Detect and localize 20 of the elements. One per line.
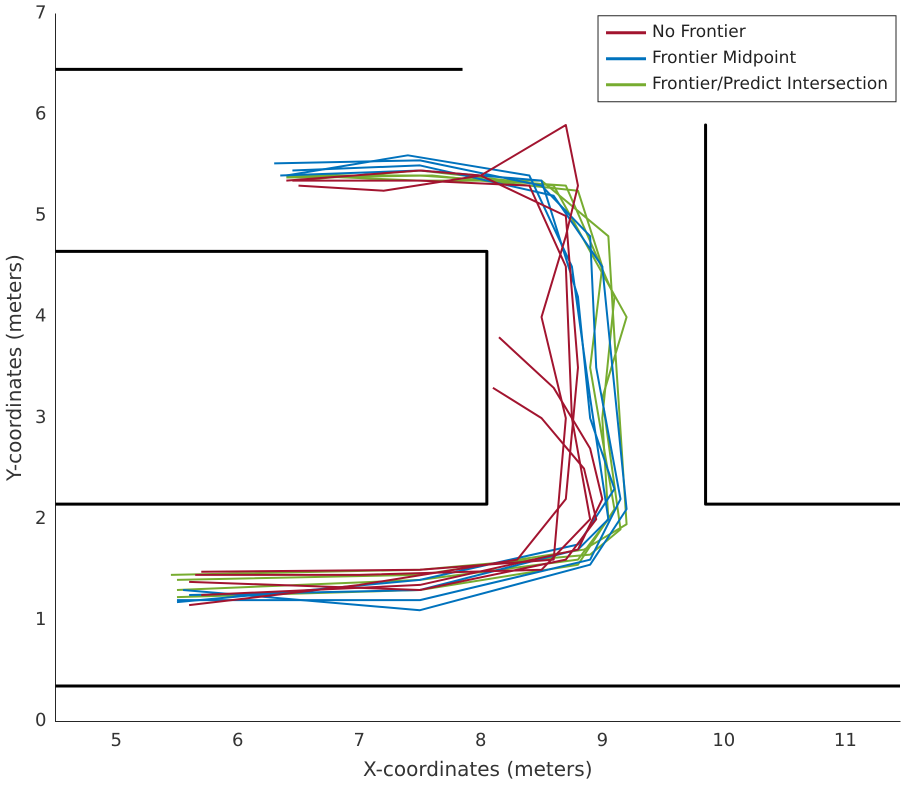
x-tick-label: 10	[712, 730, 736, 751]
y-tick-label: 7	[35, 2, 46, 24]
x-tick-label: 7	[354, 730, 365, 751]
y-tick-label: 6	[35, 104, 46, 125]
y-tick-label: 2	[35, 508, 46, 529]
x-tick-label: 8	[475, 730, 486, 751]
x-tick-label: 5	[110, 730, 122, 751]
y-tick-label: 5	[35, 204, 46, 226]
legend-label: Frontier Midpoint	[652, 48, 796, 68]
y-tick-label: 4	[35, 306, 46, 327]
x-tick-label: 6	[232, 730, 244, 751]
y-axis-title: Y-coordinates (meters)	[2, 254, 26, 482]
y-tick-label: 0	[35, 710, 46, 732]
y-tick-label: 3	[35, 406, 46, 428]
x-tick-label: 11	[834, 730, 857, 751]
x-tick-label: 9	[596, 730, 608, 751]
y-tick-label: 1	[35, 608, 46, 630]
x-axis-title: X-coordinates (meters)	[362, 757, 593, 782]
legend-label: No Frontier	[652, 22, 746, 42]
legend-label: Frontier/Predict Intersection	[652, 74, 888, 94]
